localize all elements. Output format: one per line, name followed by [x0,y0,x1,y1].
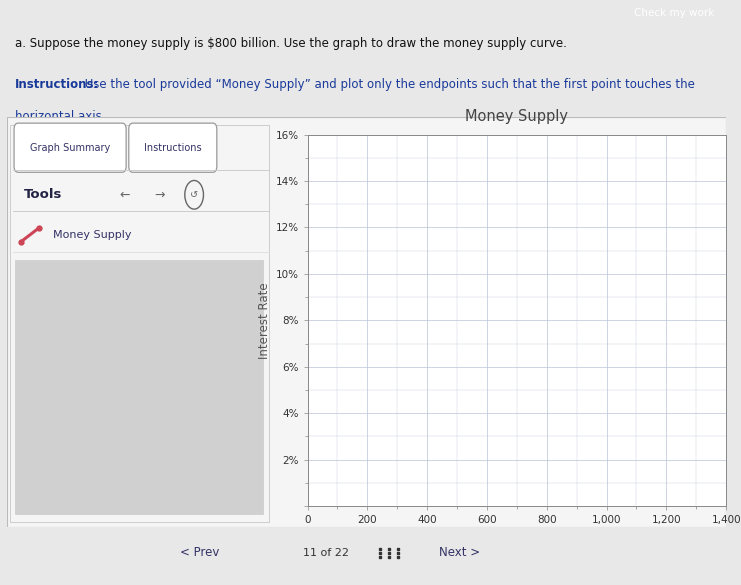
FancyBboxPatch shape [129,123,217,173]
Text: Money Supply: Money Supply [53,229,131,239]
FancyBboxPatch shape [10,125,269,522]
Text: Next >: Next > [439,546,480,559]
Text: Use the tool provided “Money Supply” and plot only the endpoints such that the f: Use the tool provided “Money Supply” and… [82,78,695,91]
Text: Instructions:: Instructions: [15,78,99,91]
Text: ↺: ↺ [190,190,198,200]
Text: < Prev: < Prev [180,546,220,559]
Text: ←: ← [119,188,130,201]
FancyBboxPatch shape [7,117,726,526]
FancyBboxPatch shape [14,123,126,173]
Title: Money Supply: Money Supply [465,109,568,123]
Text: →: → [154,188,165,201]
Text: Check my work: Check my work [634,8,714,18]
Text: Graph Summary: Graph Summary [30,143,110,153]
Y-axis label: Interest Rate: Interest Rate [258,282,271,359]
Text: Tools: Tools [24,188,62,201]
Bar [16,260,264,514]
Text: Instructions: Instructions [144,143,202,153]
Text: a. Suppose the money supply is $800 billion. Use the graph to draw the money sup: a. Suppose the money supply is $800 bill… [15,37,567,50]
Text: horizontal axis.: horizontal axis. [15,109,105,122]
Text: 11 of 22: 11 of 22 [303,548,349,558]
